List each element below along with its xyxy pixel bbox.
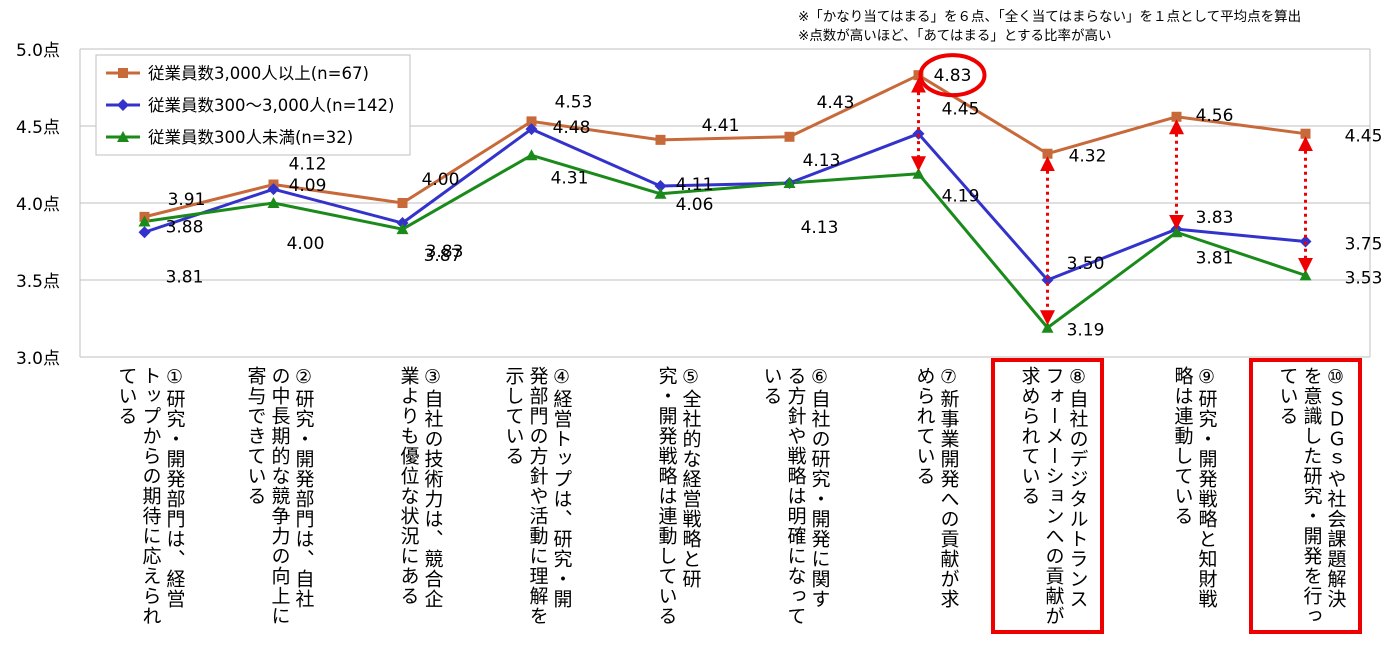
data-label: 4.00 [287, 234, 325, 254]
x-tick-label: ③自社の技術力は、競合企業よりも優位な状況にある [397, 366, 444, 609]
data-label: 4.09 [289, 176, 327, 196]
x-tick-label: ⑩ＳＤＧｓや社会課題解決を意識した研究・開発を行っている [1276, 366, 1347, 626]
data-label: 4.41 [702, 116, 740, 136]
data-label: 4.83 [934, 66, 972, 86]
x-tick-label: ⑥自社の研究・開発に関する方針や戦略は明確になっている [760, 366, 831, 626]
data-label: 4.12 [289, 155, 327, 175]
data-label: 3.81 [1196, 248, 1234, 268]
data-point [138, 226, 151, 239]
data-label: 3.50 [1067, 254, 1105, 274]
data-label: 4.06 [676, 195, 714, 215]
legend-box [95, 54, 411, 156]
data-point [1300, 128, 1311, 139]
data-point [525, 149, 538, 161]
data-point [783, 176, 796, 188]
legend-marker [118, 68, 128, 78]
x-tick-label: ⑦新事業開発への貢献が求められている [913, 366, 960, 609]
data-point [1042, 148, 1053, 159]
data-label: 4.13 [803, 151, 841, 171]
data-point [654, 180, 667, 193]
series-line-3 [144, 153, 1306, 330]
x-tick-label: ②研究・開発部門は、自社の中長期的な競争力の向上に寄与できている [244, 366, 315, 626]
y-tick-label: 3.0点 [16, 349, 60, 369]
data-point [267, 197, 280, 208]
highlight-box [1248, 358, 1362, 634]
data-label: 3.88 [166, 217, 204, 237]
data-point [784, 131, 795, 142]
data-label: 3.81 [166, 267, 204, 287]
y-tick-label: 4.5点 [16, 118, 60, 138]
highlight-box [990, 358, 1104, 634]
data-point [1170, 226, 1183, 238]
data-label: 3.83 [1196, 208, 1234, 228]
data-point [654, 187, 667, 199]
x-tick-label: ⑨研究・開発戦略と知財戦略は連動している [1171, 366, 1218, 609]
data-label: 3.83 [426, 242, 464, 262]
y-tick-label: 5.0点 [16, 41, 60, 61]
data-label: 4.32 [1069, 147, 1107, 167]
data-point [1299, 269, 1312, 281]
data-label: 4.11 [676, 175, 714, 195]
data-label: 4.19 [942, 187, 980, 207]
data-point [526, 116, 537, 127]
data-label: 4.45 [1345, 127, 1383, 147]
data-label: 3.53 [1345, 268, 1383, 288]
chart-note-2: ※点数が高いほど、「あてはまる」とする比率が高い [798, 28, 1112, 44]
legend-marker [117, 131, 129, 142]
data-label: 4.48 [553, 118, 591, 138]
x-tick-label: ⑧自社のデジタルトランスフォーメーションへの貢献が求められている [1018, 366, 1089, 626]
chart-note-1: ※「かなり当てはまる」を６点、「全く当てはまらない」を１点として平均点を算出 [798, 9, 1302, 25]
data-label: 4.13 [801, 218, 839, 238]
highlight-circle [918, 53, 987, 98]
data-point [396, 223, 409, 235]
y-tick-label: 3.5点 [16, 272, 60, 292]
legend-label: 従業員数3,000人以上(n=67) [148, 64, 369, 83]
data-point [655, 134, 666, 145]
legend-label: 従業員数300～3,000人(n=142) [148, 96, 394, 115]
data-label: 3.19 [1067, 321, 1105, 341]
data-point [397, 198, 408, 208]
data-label: 3.91 [168, 190, 206, 210]
y-tick-label: 4.0点 [16, 195, 60, 215]
data-point [1171, 111, 1182, 122]
data-point [138, 215, 151, 227]
data-label: 4.45 [942, 100, 980, 120]
x-tick-label: ①研究・開発部門は、経営トップからの期待に応えられている [115, 366, 186, 626]
series-line-2 [144, 127, 1306, 282]
data-label: 4.43 [817, 93, 855, 113]
data-label: 4.31 [551, 168, 589, 188]
data-point [396, 217, 409, 230]
data-point [1041, 321, 1054, 333]
legend-marker [117, 99, 129, 111]
data-point [525, 123, 538, 136]
x-tick-label: ⑤全社的な経営戦略と研究・開発戦略は連動している [655, 366, 702, 626]
data-label: 4.56 [1196, 106, 1234, 126]
x-tick-label: ④経営トップは、研究・開発部門の方針や活動に理解を示している [502, 366, 573, 626]
legend-label: 従業員数300人未満(n=32) [148, 128, 353, 147]
data-point [912, 167, 925, 179]
data-label: 3.87 [424, 246, 462, 266]
data-label: 4.53 [555, 92, 593, 112]
series-line-1 [144, 73, 1306, 219]
data-point [267, 183, 280, 196]
data-label: 3.75 [1345, 235, 1383, 255]
data-label: 4.00 [422, 170, 460, 190]
